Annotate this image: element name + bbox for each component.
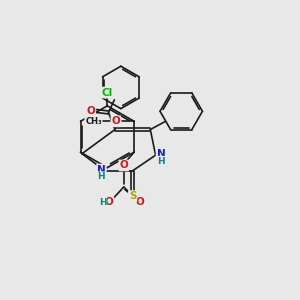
Text: Cl: Cl (102, 88, 113, 98)
Text: S: S (129, 191, 136, 201)
Text: N: N (97, 165, 106, 175)
Text: O: O (136, 197, 144, 207)
Text: O: O (119, 160, 128, 170)
Text: H: H (99, 198, 106, 207)
Text: O: O (86, 106, 95, 116)
Text: H: H (157, 157, 165, 166)
Text: H: H (98, 172, 105, 181)
Text: O: O (111, 116, 120, 126)
Text: CH₃: CH₃ (85, 117, 102, 126)
Text: N: N (157, 149, 165, 159)
Text: O: O (105, 197, 113, 207)
